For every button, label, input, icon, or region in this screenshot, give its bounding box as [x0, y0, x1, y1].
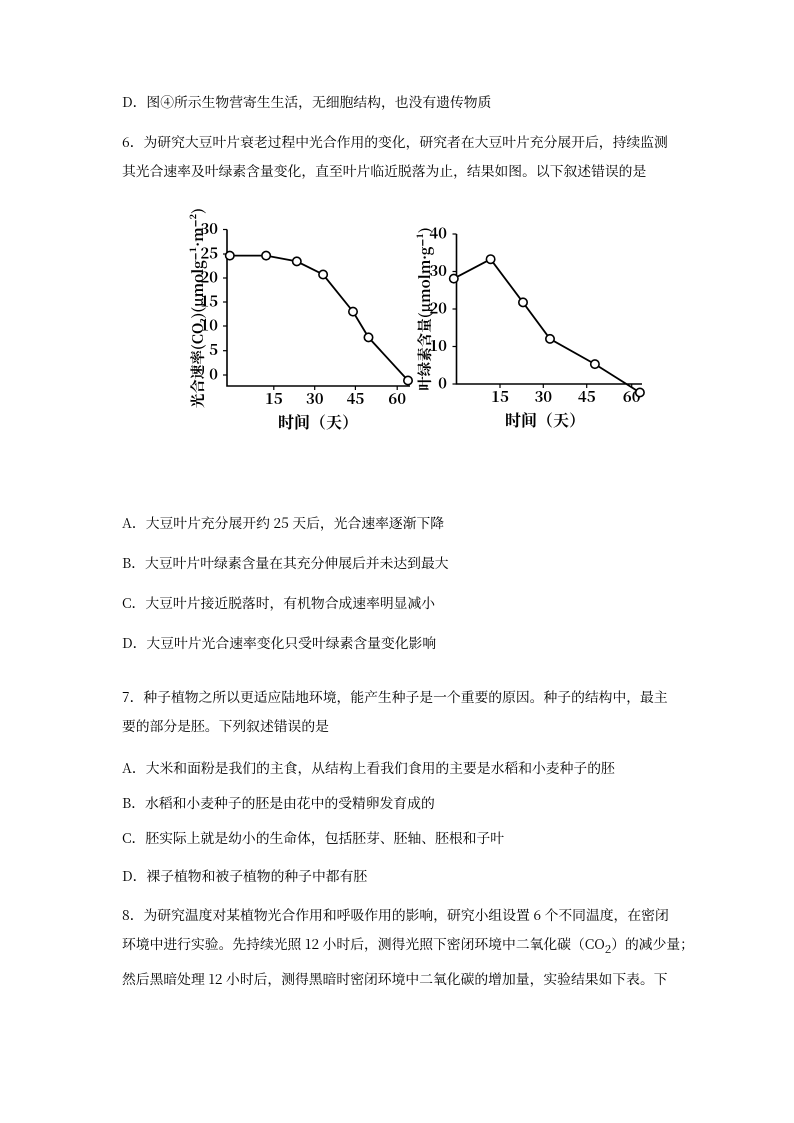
svg-text:45: 45 [578, 386, 596, 407]
svg-text:光合速率(CO₂)(μmolg⁻¹·m⁻²): 光合速率(CO₂)(μmolg⁻¹·m⁻²) [187, 208, 208, 408]
svg-text:叶绿素含量(μmolm·g⁻¹): 叶绿素含量(μmolm·g⁻¹) [414, 227, 435, 391]
svg-text:0: 0 [209, 364, 218, 385]
svg-text:30: 30 [534, 386, 552, 407]
svg-text:5: 5 [209, 339, 218, 360]
svg-text:30: 30 [306, 388, 324, 409]
svg-text:45: 45 [347, 388, 365, 409]
svg-text:15: 15 [491, 386, 509, 407]
svg-text:时间（天）: 时间（天） [505, 408, 585, 431]
svg-text:0: 0 [438, 373, 447, 394]
svg-text:15: 15 [265, 388, 283, 409]
svg-text:60: 60 [388, 388, 406, 409]
svg-text:时间（天）: 时间（天） [278, 410, 358, 433]
